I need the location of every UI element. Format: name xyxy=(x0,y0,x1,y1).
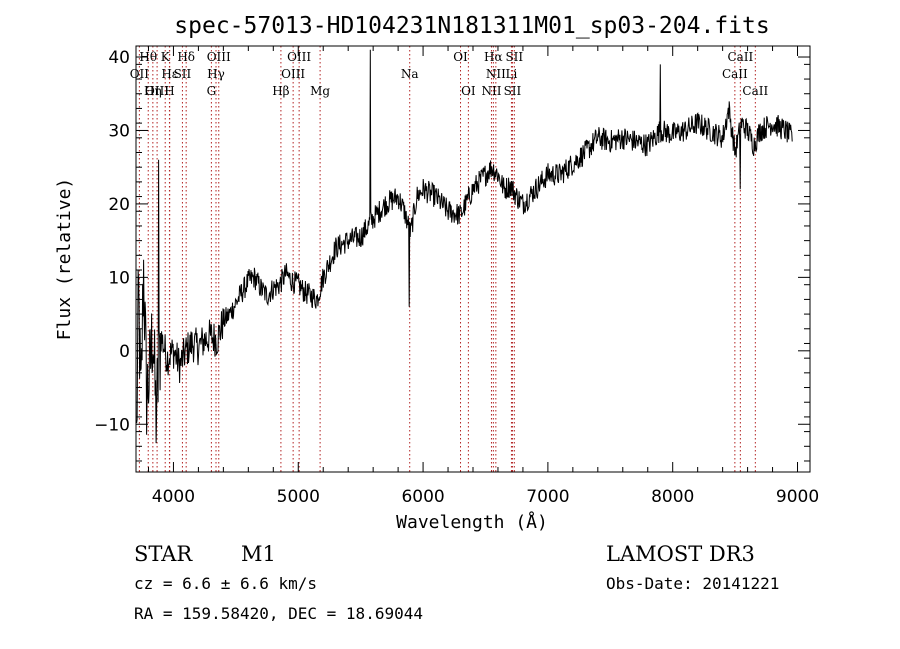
line-label: H xyxy=(164,84,174,98)
y-tick-label: 30 xyxy=(108,121,130,141)
line-label: SII xyxy=(505,50,523,64)
survey-name: LAMOST DR3 xyxy=(606,542,755,566)
y-tick-label: 0 xyxy=(119,342,130,362)
x-tick-label: 5000 xyxy=(277,487,320,507)
line-label: SII xyxy=(174,67,192,81)
spectrum-line xyxy=(136,49,793,444)
chart-title: spec-57013-HD104231N181311M01_sp03-204.f… xyxy=(174,13,769,39)
x-tick-label: 7000 xyxy=(526,487,569,507)
y-tick-label: −10 xyxy=(94,415,130,435)
x-axis: 4000 5000 6000 7000 8000 9000 xyxy=(147,46,819,507)
line-label: Hθ xyxy=(139,50,157,64)
line-label: CaII xyxy=(727,50,753,64)
x-tick-label: 8000 xyxy=(651,487,694,507)
y-axis: −10 0 10 20 30 40 xyxy=(94,48,810,462)
x-axis-label: Wavelength (Å) xyxy=(396,511,548,533)
line-label: Hη xyxy=(144,84,162,98)
x-tick-label: 9000 xyxy=(776,487,819,507)
line-label: K xyxy=(161,50,171,64)
line-label: OI xyxy=(461,84,476,98)
coordinates-info: RA = 159.58420, DEC = 18.69044 xyxy=(134,604,423,623)
object-class: STAR xyxy=(134,542,193,566)
line-label: NII xyxy=(481,84,501,98)
line-label: OIII xyxy=(207,50,231,64)
line-label: G xyxy=(207,84,217,98)
line-label: Hβ xyxy=(272,84,289,98)
line-label: Na xyxy=(401,67,419,81)
line-label: CaII xyxy=(722,67,748,81)
line-label: Hε xyxy=(161,67,178,81)
spectral-line-markers xyxy=(138,46,756,472)
line-label: CaII xyxy=(742,84,768,98)
x-tick-label: 6000 xyxy=(401,487,444,507)
line-label: Hα xyxy=(484,50,503,64)
line-label: Mg xyxy=(310,84,330,98)
line-label: OII xyxy=(130,67,150,81)
x-tick-label: 4000 xyxy=(152,487,195,507)
y-tick-label: 20 xyxy=(108,195,130,215)
line-label: Hδ xyxy=(177,50,195,64)
observation-date: Obs-Date: 20141221 xyxy=(606,574,779,593)
spectral-line-labels: Hθ OII OIII K Hε Hη H Hδ SII OIII Hγ G OIII OIII Hβ Mg N… xyxy=(130,50,769,98)
line-label: OIII xyxy=(145,84,169,98)
object-subclass: M1 xyxy=(241,542,276,566)
line-label: OIII xyxy=(281,67,305,81)
line-label: SII xyxy=(504,84,522,98)
line-label: NII xyxy=(486,67,506,81)
line-label: Hγ xyxy=(207,67,225,81)
y-axis-label: Flux (relative) xyxy=(54,178,75,341)
y-tick-label: 10 xyxy=(108,268,130,288)
y-tick-label: 40 xyxy=(108,48,130,68)
plot-frame xyxy=(135,45,811,473)
line-label: Li xyxy=(506,67,518,81)
redshift-info: cz = 6.6 ± 6.6 km/s xyxy=(134,574,317,593)
line-label: OI xyxy=(453,50,468,64)
line-label: OIII xyxy=(287,50,311,64)
